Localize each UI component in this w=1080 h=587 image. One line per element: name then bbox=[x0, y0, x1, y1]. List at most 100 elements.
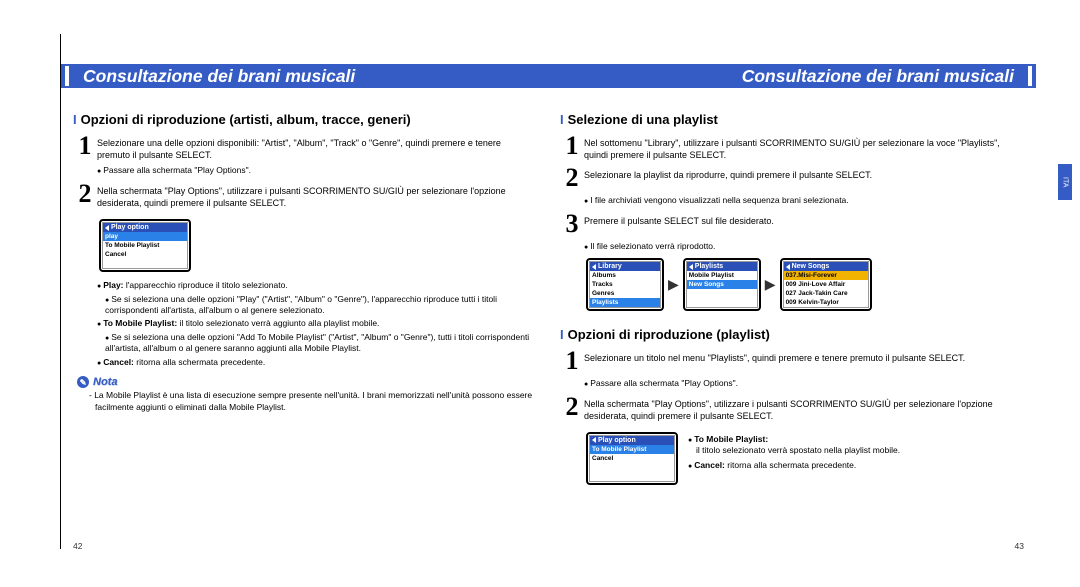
header-title-right: Consultazione dei brani musicali bbox=[732, 66, 1024, 87]
def-tomobile: To Mobile Playlist: il titolo selezionat… bbox=[97, 318, 536, 329]
device-row bbox=[687, 289, 757, 298]
header-bar-left: Consultazione dei brani musicali bbox=[61, 64, 548, 88]
step-num: 3 bbox=[560, 211, 584, 237]
device-row: Cancel bbox=[590, 454, 674, 463]
device-row: 027 Jack-Takin Care bbox=[784, 289, 868, 298]
device-playlists: Playlists Mobile Playlist New Songs bbox=[683, 258, 761, 311]
defs-b: To Mobile Playlist: il titolo selezionat… bbox=[688, 432, 1024, 472]
header-bar-right: Consultazione dei brani musicali bbox=[548, 64, 1036, 88]
device-list: play To Mobile Playlist Cancel bbox=[103, 232, 187, 268]
step-body: Nel sottomenu "Library", utilizzare i pu… bbox=[584, 133, 1024, 161]
device-row-right: Library Albums Tracks Genres Playlists ▶… bbox=[584, 252, 1024, 317]
device-newsongs: New Songs 037.Misi-Forever 009 Jini-Love… bbox=[780, 258, 872, 311]
device-playoption-b: Play option To Mobile Playlist Cancel bbox=[586, 432, 678, 485]
device-row bbox=[590, 472, 674, 481]
section-title-repro-playlist: IOpzioni di riproduzione (playlist) bbox=[560, 327, 1024, 342]
device-screen: Playlists Mobile Playlist New Songs bbox=[686, 261, 758, 308]
section-title-repro: IOpzioni di riproduzione (artisti, album… bbox=[73, 112, 536, 127]
section-bar-icon: I bbox=[73, 112, 77, 127]
step-b1-bullet: Passare alla schermata "Play Options". bbox=[584, 378, 1024, 389]
back-icon bbox=[592, 264, 596, 270]
content-right: ISelezione di una playlist 1 Nel sottome… bbox=[560, 104, 1024, 491]
device-list: Mobile Playlist New Songs bbox=[687, 271, 757, 307]
device-row bbox=[103, 259, 187, 268]
page-right: Consultazione dei brani musicali ITA ISe… bbox=[548, 34, 1036, 549]
def-play-sub: Se si seleziona una delle opzioni "Play"… bbox=[97, 294, 536, 317]
step-a2: 2 Selezionare la playlist da riprodurre,… bbox=[560, 165, 1024, 191]
device-screen: Play option To Mobile Playlist Cancel bbox=[589, 435, 675, 482]
section-title-playlist: ISelezione di una playlist bbox=[560, 112, 1024, 127]
step-body: Nella schermata "Play Options", utilizza… bbox=[97, 181, 536, 209]
def-b-tomobile-text: il titolo selezionato verrà spostato nel… bbox=[696, 445, 1024, 456]
note-icon: ✎ bbox=[77, 376, 89, 388]
step-2-left: 2 Nella schermata "Play Options", utiliz… bbox=[73, 181, 536, 209]
section-bar-icon: I bbox=[560, 112, 564, 127]
step-b1: 1 Selezionare un titolo nel menu "Playli… bbox=[560, 348, 1024, 374]
device-row bbox=[687, 298, 757, 307]
arrow-icon: ▶ bbox=[668, 276, 679, 293]
def-tomobile-sub: Se si seleziona una delle opzioni "Add T… bbox=[97, 332, 536, 355]
content-left: IOpzioni di riproduzione (artisti, album… bbox=[73, 104, 536, 413]
header-title-left: Consultazione dei brani musicali bbox=[73, 66, 365, 87]
device-row: Cancel bbox=[103, 250, 187, 259]
device-row: 009 Kelvin-Taylor bbox=[784, 298, 868, 307]
device-row: Playlists bbox=[590, 298, 660, 307]
def-b-tomobile: To Mobile Playlist: bbox=[688, 434, 1024, 445]
device-row: play bbox=[103, 232, 187, 241]
device-playoption: Play option play To Mobile Playlist Canc… bbox=[99, 219, 191, 272]
device-screen: New Songs 037.Misi-Forever 009 Jini-Love… bbox=[783, 261, 869, 308]
step-num: 1 bbox=[560, 348, 584, 374]
arrow-icon: ▶ bbox=[765, 276, 776, 293]
step-a2-bullet: I file archiviati vengono visualizzati n… bbox=[584, 195, 1024, 206]
def-b-cancel: Cancel: ritorna alla schermata precedent… bbox=[688, 460, 1024, 471]
section-bar-icon: I bbox=[560, 327, 564, 342]
device-row: Mobile Playlist bbox=[687, 271, 757, 280]
step-body: Selezionare un titolo nel menu "Playlist… bbox=[584, 348, 1024, 374]
header-pipe-icon bbox=[65, 66, 69, 86]
nota-text: - La Mobile Playlist è una lista di esec… bbox=[89, 390, 536, 413]
step-1-left: 1 Selezionare una delle opzioni disponib… bbox=[73, 133, 536, 161]
back-icon bbox=[786, 264, 790, 270]
device-row: Tracks bbox=[590, 280, 660, 289]
page-left: Consultazione dei brani musicali IOpzion… bbox=[60, 34, 548, 549]
device-row: New Songs bbox=[687, 280, 757, 289]
device-list: 037.Misi-Forever 009 Jini-Love Affair 02… bbox=[784, 271, 868, 307]
back-icon bbox=[689, 264, 693, 270]
def-cancel: Cancel: ritorna alla schermata precedent… bbox=[97, 357, 536, 368]
step-a1: 1 Nel sottomenu "Library", utilizzare i … bbox=[560, 133, 1024, 161]
page-number-left: 42 bbox=[73, 541, 82, 551]
step-body: Premere il pulsante SELECT sul file desi… bbox=[584, 211, 1024, 237]
back-icon bbox=[105, 225, 109, 231]
device-bottom-row: Play option To Mobile Playlist Cancel To… bbox=[584, 426, 1024, 491]
device-row: 037.Misi-Forever bbox=[784, 271, 868, 280]
back-icon bbox=[592, 437, 596, 443]
header-pipe-icon bbox=[1028, 66, 1032, 86]
language-tab: ITA bbox=[1058, 164, 1072, 200]
step-a3-bullet: Il file selezionato verrà riprodotto. bbox=[584, 241, 1024, 252]
step-num: 2 bbox=[73, 181, 97, 209]
device-row: 009 Jini-Love Affair bbox=[784, 280, 868, 289]
def-play: Play: l'apparecchio riproduce il titolo … bbox=[97, 280, 536, 291]
device-row: To Mobile Playlist bbox=[103, 241, 187, 250]
step-body: Selezionare una delle opzioni disponibil… bbox=[97, 133, 536, 161]
device-row bbox=[590, 463, 674, 472]
device-titlebar: Play option bbox=[103, 223, 187, 232]
step-num: 2 bbox=[560, 165, 584, 191]
device-titlebar: Play option bbox=[590, 436, 674, 445]
step-num: 1 bbox=[73, 133, 97, 161]
step-num: 1 bbox=[560, 133, 584, 161]
device-titlebar: Library bbox=[590, 262, 660, 271]
device-library: Library Albums Tracks Genres Playlists bbox=[586, 258, 664, 311]
device-preview-left: Play option play To Mobile Playlist Canc… bbox=[97, 213, 536, 278]
device-screen: Play option play To Mobile Playlist Canc… bbox=[102, 222, 188, 269]
step-b2: 2 Nella schermata "Play Options", utiliz… bbox=[560, 394, 1024, 422]
device-list: Albums Tracks Genres Playlists bbox=[590, 271, 660, 307]
step1-bullet: Passare alla schermata "Play Options". bbox=[97, 165, 536, 176]
device-row: To Mobile Playlist bbox=[590, 445, 674, 454]
page-number-right: 43 bbox=[1015, 541, 1024, 551]
device-screen: Library Albums Tracks Genres Playlists bbox=[589, 261, 661, 308]
nota-label: ✎ Nota bbox=[77, 376, 536, 388]
step-body: Selezionare la playlist da riprodurre, q… bbox=[584, 165, 1024, 191]
page-spread: Consultazione dei brani musicali IOpzion… bbox=[60, 34, 1036, 549]
device-titlebar: Playlists bbox=[687, 262, 757, 271]
